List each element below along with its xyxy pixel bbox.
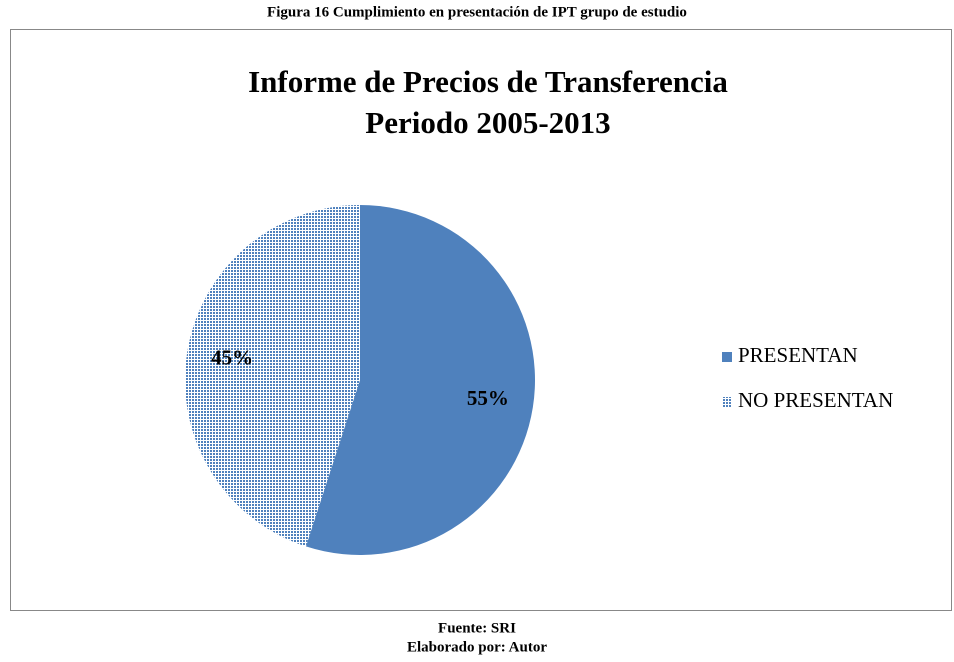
chart-title: Informe de Precios de Transferencia [248, 64, 728, 99]
legend-label: NO PRESENTAN [738, 388, 893, 412]
pie-slice [305, 205, 536, 555]
legend-swatch [722, 352, 732, 362]
figure-caption: Figura 16 Cumplimiento en presentación d… [267, 4, 687, 20]
legend-label: PRESENTAN [738, 343, 858, 367]
credit-note: Elaborado por: Autor [407, 639, 547, 655]
source-note: Fuente: SRI [438, 620, 516, 636]
data-label: 55% [467, 386, 509, 410]
data-label: 45% [211, 346, 253, 370]
pie-slice [185, 205, 360, 547]
chart-title: Periodo 2005-2013 [365, 105, 610, 140]
legend-swatch [722, 397, 732, 407]
